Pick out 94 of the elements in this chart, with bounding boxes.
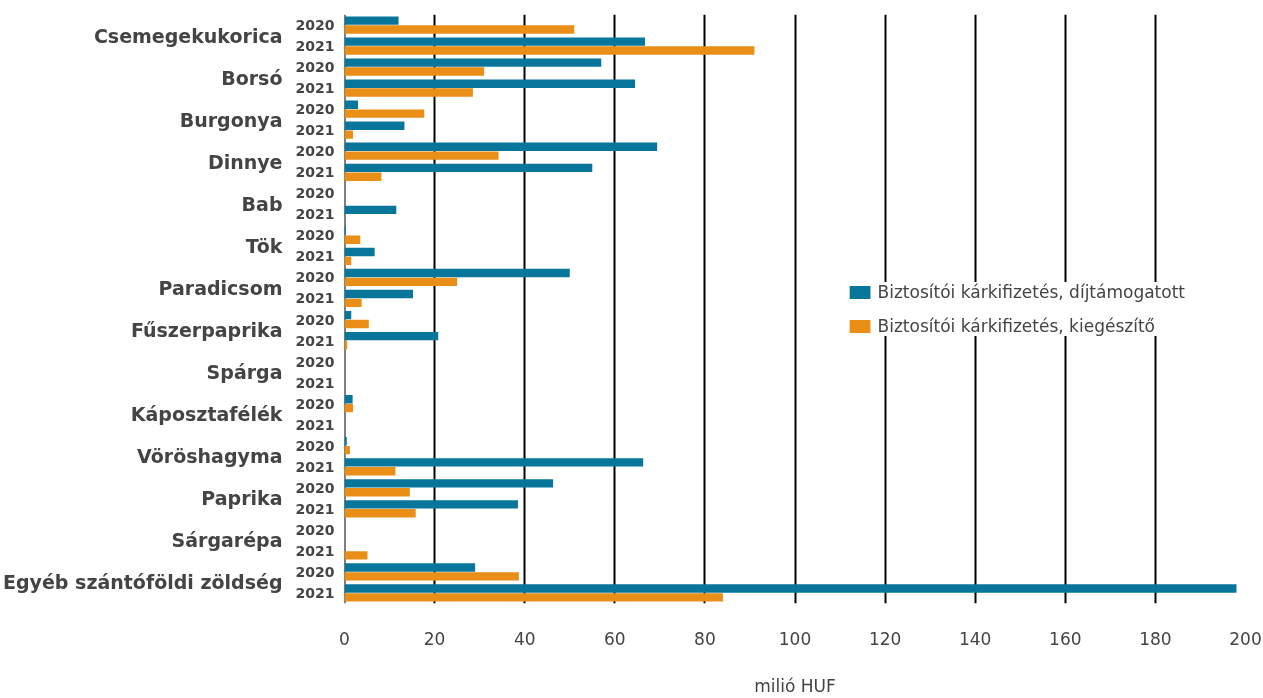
bar: [344, 466, 396, 476]
bar: [344, 500, 518, 509]
text: Dinnye: [207, 150, 283, 173]
bar: [344, 488, 410, 497]
y-tick-label: 2021: [295, 164, 335, 181]
x-tick-label: 100: [778, 628, 812, 649]
y-tick-label: 2021: [295, 416, 335, 433]
bar: [344, 16, 399, 25]
bar: [344, 458, 644, 467]
bar: [344, 151, 499, 160]
bar: [344, 563, 476, 572]
bar: [344, 100, 359, 109]
text: Bab: [241, 192, 283, 215]
text: Paprika: [201, 487, 283, 510]
y-tick-label: 2020: [295, 395, 335, 412]
bar: [344, 551, 368, 560]
y-tick-label: 2021: [295, 206, 335, 223]
bar: [344, 509, 416, 518]
bar: [344, 58, 602, 67]
bar: [344, 130, 354, 139]
x-tick-label: 200: [1229, 628, 1262, 649]
y-tick-label: 2020: [295, 479, 335, 496]
text: Borsó: [221, 66, 283, 89]
y-tick-label: 2021: [295, 374, 335, 391]
y-tick-label: 2021: [295, 248, 335, 265]
x-axis-title: milió HUF: [754, 675, 836, 696]
y-tick-label: 2020: [295, 311, 335, 328]
legend-label: Biztosítói kárkifizetés, díjtámogatott: [877, 281, 1185, 302]
x-tick-label: 180: [1139, 628, 1172, 649]
bar: [344, 142, 658, 152]
text: Paradicsom: [158, 276, 283, 299]
bar: [344, 172, 382, 181]
y-tick-label: 2020: [295, 353, 335, 370]
bar: [344, 268, 570, 278]
y-tick-label: 2021: [295, 584, 335, 601]
y-tick-label: 2020: [295, 437, 335, 454]
bar: [344, 331, 439, 341]
y-tick-label: 2020: [295, 563, 335, 580]
text: Csemegekukorica: [93, 24, 283, 47]
bar: [344, 437, 347, 446]
y-tick-label: 2020: [295, 521, 335, 538]
y-tick-label: 2021: [295, 80, 335, 97]
text: Fűszerpaprika: [130, 319, 283, 342]
y-tick-label: 2020: [295, 143, 335, 160]
bar: [344, 319, 369, 329]
y-tick-label: 2020: [295, 269, 335, 286]
legend-label: Biztosítói kárkifizetés, kiegészítő: [877, 315, 1155, 336]
y-tick-label: 2021: [295, 332, 335, 349]
y-tick-label: 2021: [295, 500, 335, 517]
x-tick-label: 140: [958, 628, 992, 649]
y-tick-label: 2020: [295, 17, 335, 34]
x-tick-label: 160: [1049, 628, 1082, 649]
text: Burgonya: [179, 108, 283, 131]
bar: [344, 584, 1237, 593]
bar: [344, 163, 593, 173]
text: Spárga: [206, 361, 283, 384]
bar: [344, 88, 473, 97]
x-tick-label: 80: [694, 628, 716, 649]
y-tick-label: 2020: [295, 227, 335, 244]
bar: [344, 277, 458, 287]
y-tick-label: 2021: [295, 458, 335, 475]
x-tick-label: 60: [603, 628, 626, 649]
x-tick-label: 0: [339, 628, 350, 649]
text: Sárgarépa: [171, 529, 283, 552]
bar: [344, 298, 362, 308]
text: Tök: [245, 234, 283, 257]
y-tick-label: 2020: [295, 185, 335, 202]
bar: [344, 25, 575, 34]
y-tick-label: 2021: [295, 38, 335, 55]
bar: [344, 395, 353, 404]
bar: [344, 479, 554, 488]
text: Káposztafélék: [130, 403, 283, 426]
x-tick-label: 40: [513, 628, 536, 649]
bar: [344, 121, 405, 130]
bar: [344, 67, 485, 76]
bar: [344, 593, 723, 602]
x-tick-label: 120: [868, 628, 902, 649]
bar: [344, 109, 425, 118]
bar: [344, 37, 645, 46]
y-tick-label: 2021: [295, 290, 335, 307]
bar: [344, 46, 755, 55]
text: Egyéb szántóföldi zöldség: [3, 571, 283, 594]
bar: [344, 289, 413, 299]
text: Vöröshagyma: [137, 445, 283, 468]
y-tick-label: 2021: [295, 542, 335, 559]
bar: [344, 79, 636, 88]
bar: [344, 235, 361, 244]
y-tick-label: 2020: [295, 101, 335, 118]
bar: [344, 247, 375, 257]
x-tick-label: 20: [423, 628, 446, 649]
bar: [344, 205, 397, 215]
y-tick-label: 2020: [295, 59, 335, 76]
y-tick-label: 2021: [295, 122, 335, 139]
bar: [344, 572, 519, 581]
